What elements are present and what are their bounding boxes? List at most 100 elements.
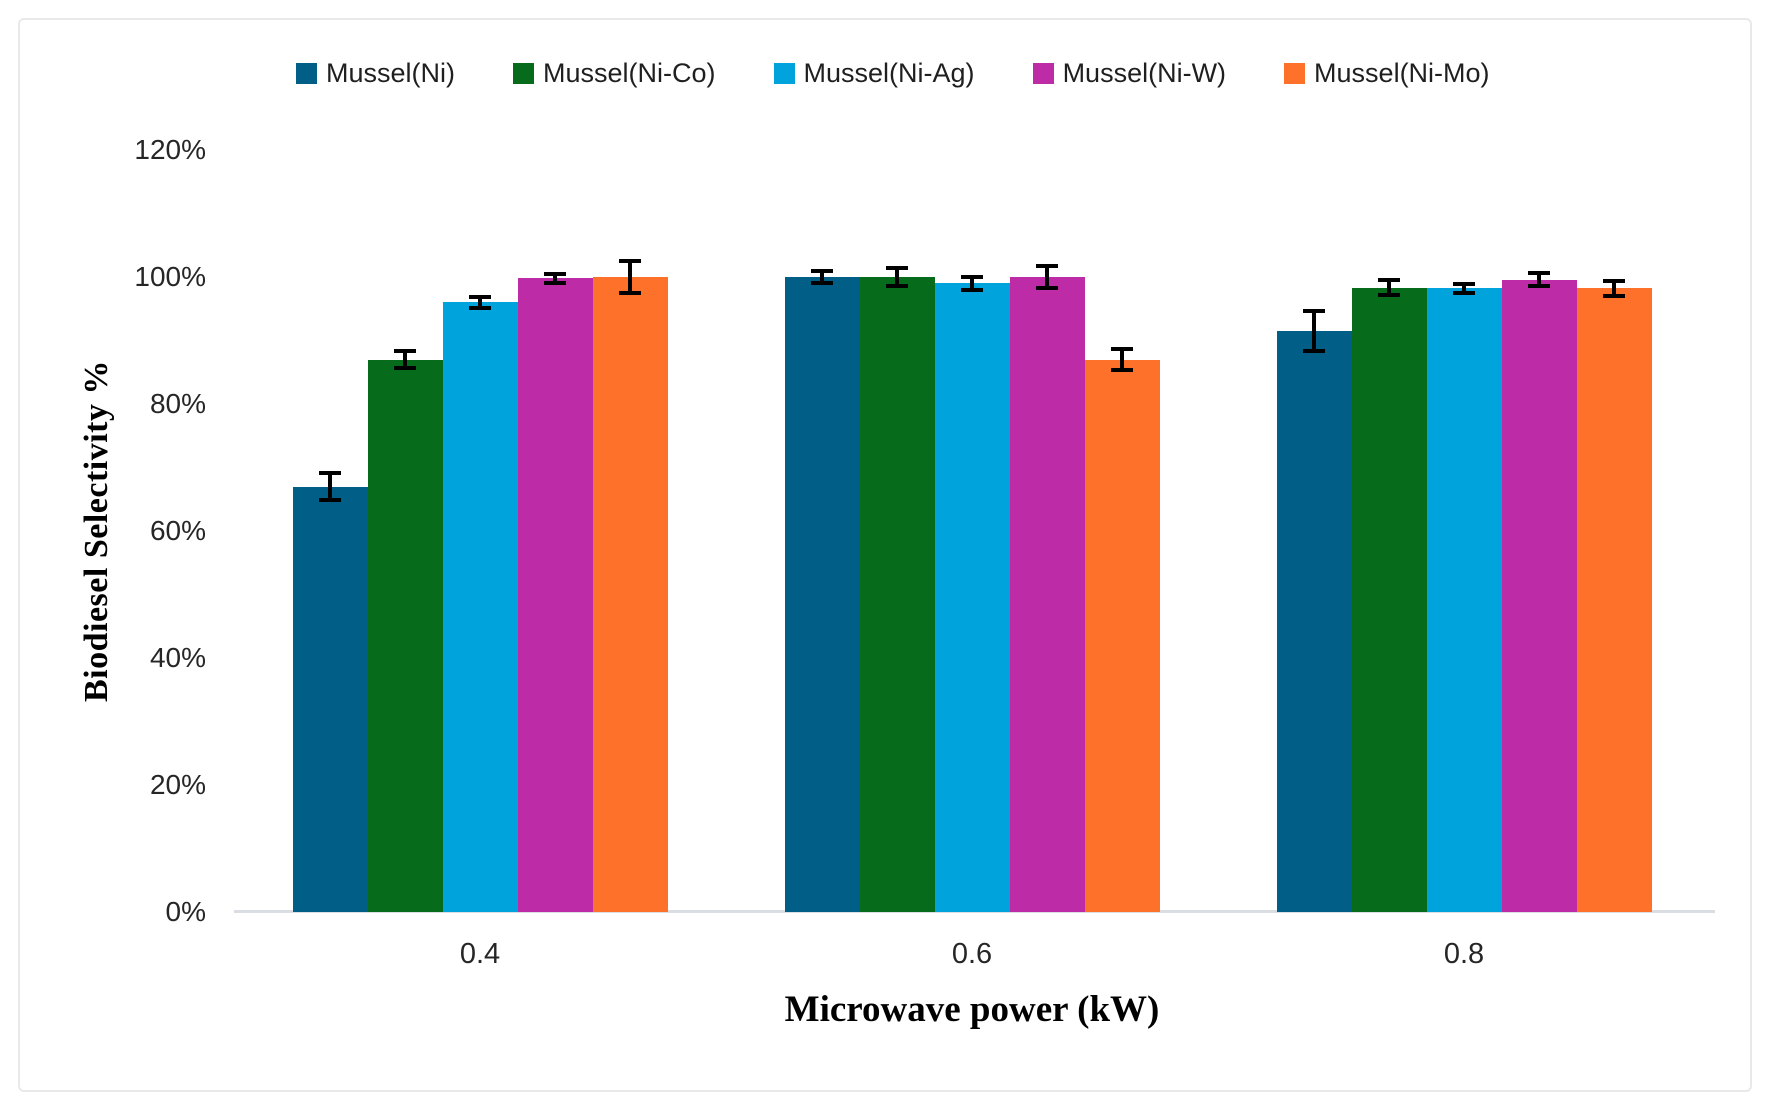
legend-swatch-mussel-ni-co xyxy=(513,63,535,84)
error-bar-line xyxy=(1045,264,1049,290)
legend-item-mussel-ni: Mussel(Ni) xyxy=(296,58,455,89)
error-bar-mussel-ni-ag-0-6 xyxy=(961,275,983,292)
error-bar-line xyxy=(895,266,899,288)
error-bar-cap-bottom xyxy=(961,287,983,292)
error-bar-cap-bottom xyxy=(469,306,491,310)
error-bar-cap-bottom xyxy=(544,280,566,285)
error-bar-mussel-ni-mo-0-4 xyxy=(619,259,641,295)
legend-swatch-mussel-ni-w xyxy=(1032,63,1054,84)
bar-mussel-ni-mo-0-6 xyxy=(1084,359,1160,912)
error-bar-mussel-ni-ag-0-8 xyxy=(1453,282,1475,295)
bar-mussel-ni-0-6 xyxy=(784,277,860,912)
legend-swatch-mussel-ni xyxy=(296,63,317,84)
error-bar-cap-bottom xyxy=(811,281,833,286)
error-bar-cap-bottom xyxy=(319,498,341,503)
x-tick-label-0-6: 0.6 xyxy=(951,938,993,970)
error-bar-cap-bottom xyxy=(1378,293,1400,298)
error-bar-cap-top xyxy=(1378,278,1400,283)
legend-item-mussel-ni-ag: Mussel(Ni-Ag) xyxy=(773,58,975,89)
error-bar-cap-top xyxy=(886,266,908,271)
error-bar-cap-top xyxy=(1528,270,1550,275)
error-bar-cap-bottom xyxy=(1603,293,1625,298)
error-bar-cap-top xyxy=(1453,282,1475,287)
error-bar-line xyxy=(1120,346,1124,373)
error-bar-line xyxy=(403,349,407,370)
bar-mussel-ni-mo-0-8 xyxy=(1576,288,1652,912)
x-tick-label-0-4: 0.4 xyxy=(459,938,501,970)
y-tick-label-100: 100% xyxy=(134,261,206,292)
error-bar-mussel-ni-w-0-6 xyxy=(1036,264,1058,290)
error-bar-mussel-ni-mo-0-6 xyxy=(1111,346,1133,373)
error-bar-cap-top xyxy=(1036,264,1058,269)
legend-label-mussel-ni-w: Mussel(Ni-W) xyxy=(1062,58,1227,88)
error-bar-line xyxy=(628,259,632,295)
error-bar-line xyxy=(970,275,974,292)
legend-label-mussel-ni-co: Mussel(Ni-Co) xyxy=(543,58,716,88)
error-bar-mussel-ni-0-8 xyxy=(1303,308,1325,354)
error-bar-mussel-ni-0-4 xyxy=(319,470,341,503)
legend-label-mussel-ni-ag: Mussel(Ni-Ag) xyxy=(803,58,975,88)
error-bar-cap-top xyxy=(811,268,833,273)
error-bar-cap-bottom xyxy=(1303,349,1325,354)
error-bar-cap-bottom xyxy=(1453,290,1475,295)
error-bar-mussel-ni-co-0-6 xyxy=(886,266,908,288)
error-bar-cap-bottom xyxy=(1528,284,1550,289)
y-tick-label-80: 80% xyxy=(149,388,206,419)
error-bar-cap-bottom xyxy=(886,283,908,288)
error-bar-cap-top xyxy=(1111,346,1133,351)
error-bar-line xyxy=(1312,308,1316,354)
error-bar-mussel-ni-ag-0-4 xyxy=(469,294,491,310)
error-bar-cap-top xyxy=(394,349,416,354)
error-bar-cap-top xyxy=(1603,278,1625,283)
error-bar-cap-bottom xyxy=(394,365,416,370)
error-bar-line xyxy=(1387,278,1391,298)
x-axis-title: Microwave power (kW) xyxy=(784,989,1160,1030)
error-bar-cap-top xyxy=(961,275,983,280)
error-bar-line xyxy=(1612,278,1616,298)
error-bar-mussel-ni-0-6 xyxy=(811,268,833,286)
bar-mussel-ni-ag-0-8 xyxy=(1426,288,1502,912)
error-bar-cap-bottom xyxy=(1036,285,1058,290)
error-bar-line xyxy=(553,271,557,285)
legend: Mussel(Ni) Mussel(Ni-Co) Mussel(Ni-Ag) Muss… xyxy=(296,58,1490,89)
bar-mussel-ni-co-0-4 xyxy=(367,359,443,912)
error-bar-line xyxy=(1537,270,1541,289)
y-tick-label-60: 60% xyxy=(149,515,206,546)
error-bar-line xyxy=(820,268,824,286)
legend-swatch-mussel-ni-ag xyxy=(773,63,795,84)
bar-mussel-ni-co-0-6 xyxy=(859,277,935,912)
bar-mussel-ni-w-0-8 xyxy=(1501,279,1577,912)
error-bar-mussel-ni-co-0-8 xyxy=(1378,278,1400,298)
error-bar-cap-top xyxy=(619,259,641,264)
bar-mussel-ni-w-0-6 xyxy=(1009,277,1085,912)
error-bar-mussel-ni-w-0-8 xyxy=(1528,270,1550,289)
legend-label-mussel-ni-mo: Mussel(Ni-Mo) xyxy=(1314,58,1490,88)
bar-mussel-ni-mo-0-4 xyxy=(592,277,668,912)
y-tick-label-40: 40% xyxy=(149,642,206,673)
error-bar-line xyxy=(1462,282,1466,295)
y-tick-label-20: 20% xyxy=(149,769,206,800)
legend-item-mussel-ni-w: Mussel(Ni-W) xyxy=(1032,58,1227,89)
error-bar-mussel-ni-co-0-4 xyxy=(394,349,416,370)
bar-mussel-ni-ag-0-6 xyxy=(934,283,1010,912)
bar-mussel-ni-ag-0-4 xyxy=(442,302,518,912)
error-bar-line xyxy=(478,294,482,310)
y-tick-label-120: 120% xyxy=(134,134,206,165)
bar-mussel-ni-0-8 xyxy=(1276,330,1352,912)
error-bar-cap-top xyxy=(469,294,491,299)
legend-label-mussel-ni: Mussel(Ni) xyxy=(326,58,456,88)
x-tick-label-0-8: 0.8 xyxy=(1443,938,1485,970)
error-bar-cap-top xyxy=(319,470,341,475)
error-bar-line xyxy=(328,470,332,503)
legend-item-mussel-ni-co: Mussel(Ni-Co) xyxy=(513,58,716,89)
error-bar-cap-top xyxy=(544,271,566,276)
error-bar-cap-bottom xyxy=(619,290,641,295)
legend-swatch-mussel-ni-mo xyxy=(1284,63,1306,84)
y-tick-label-0: 0% xyxy=(165,896,206,927)
legend-item-mussel-ni-mo: Mussel(Ni-Mo) xyxy=(1284,58,1490,89)
error-bar-cap-top xyxy=(1303,308,1325,313)
bar-mussel-ni-0-4 xyxy=(292,486,368,912)
bar-mussel-ni-co-0-8 xyxy=(1351,287,1427,912)
